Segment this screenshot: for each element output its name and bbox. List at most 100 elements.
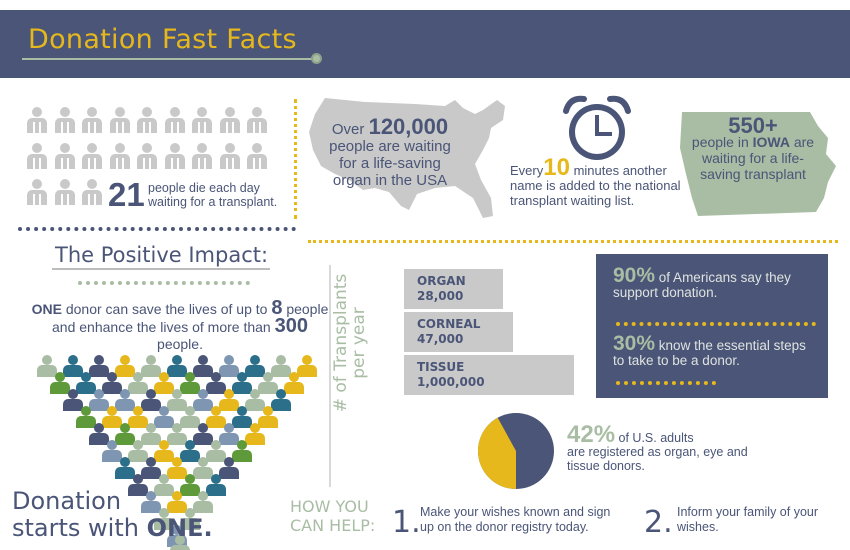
bar-label-organ: ORGAN 28,000 — [417, 274, 466, 304]
person-icon — [191, 143, 213, 169]
crowd-person-icon — [167, 389, 187, 411]
crowd-person-icon — [232, 372, 252, 394]
know-text: know the essential steps to take to be a… — [613, 338, 806, 368]
crowd-person-icon — [193, 389, 213, 411]
crowd-person-icon — [271, 389, 291, 411]
step-1-number: 1. — [392, 505, 421, 540]
registered-text1: of U.S. adults — [618, 431, 694, 445]
step-2-number: 2. — [644, 505, 673, 540]
crowd-person-icon — [271, 355, 291, 377]
clock-prefix: Every — [510, 163, 544, 178]
person-icon — [81, 143, 103, 169]
crowd-person-icon — [167, 355, 187, 377]
person-icon — [26, 143, 48, 169]
single-person-icon — [168, 535, 192, 550]
crowd-person-icon — [245, 423, 265, 445]
clock-number: 10 — [543, 154, 570, 181]
crowd-person-icon — [102, 372, 122, 394]
iowa-text: 550+ people in IOWA are waiting for a li… — [688, 113, 818, 183]
crowd-person-icon — [193, 457, 213, 479]
bar-label-tissue: TISSUE 1,000,000 — [417, 360, 485, 390]
title-underline-dot — [311, 53, 322, 64]
crowd-person-icon — [219, 457, 239, 479]
crowd-person-icon — [180, 406, 200, 428]
crowd-person-icon — [128, 406, 148, 428]
iowa-number: 550+ — [728, 113, 778, 138]
iowa-line1: people in — [691, 134, 749, 150]
crowd-person-icon — [37, 355, 57, 377]
clock-text: Every10 minutes another name is added to… — [510, 156, 685, 209]
waiting-usa-prefix: Over — [331, 121, 365, 138]
registered-text2: are registered as organ, eye and tissue … — [567, 445, 748, 473]
crowd-person-icon — [193, 355, 213, 377]
crowd-person-icon — [63, 389, 83, 411]
bar-category: CORNEAL — [417, 317, 481, 331]
bar-value: 1,000,000 — [417, 375, 485, 389]
iowa-line2: are waiting for a life-saving transplant — [700, 134, 815, 182]
impact-one: ONE — [31, 301, 62, 317]
person-icon — [26, 179, 48, 205]
title-underline — [22, 58, 314, 60]
crowd-person-icon — [141, 457, 161, 479]
crowd-person-icon — [89, 355, 109, 377]
person-icon — [219, 143, 241, 169]
crowd-person-icon — [141, 423, 161, 445]
iowa-state: IOWA — [752, 134, 790, 150]
person-icon — [136, 107, 158, 133]
support-stats-box — [596, 254, 828, 398]
usa-map-icon — [309, 98, 505, 218]
crowd-person-icon — [180, 508, 200, 530]
crowd-person-icon — [193, 491, 213, 513]
impact-text: ONE donor can save the lives of up to 8 … — [30, 298, 330, 353]
crowd-person-icon — [180, 372, 200, 394]
crowd-person-icon — [128, 372, 148, 394]
know-stat: 30% know the essential steps to take to … — [613, 333, 818, 368]
crowd-person-icon — [115, 355, 135, 377]
support-text: of Americans say they support donation. — [613, 270, 791, 300]
person-icon — [54, 107, 76, 133]
bar-corneal — [404, 312, 513, 352]
crowd-person-icon — [76, 372, 96, 394]
donation-one: ONE. — [146, 514, 213, 542]
person-icon — [81, 107, 103, 133]
chart-axis-line — [329, 265, 331, 487]
donation-line2: starts with — [12, 514, 139, 542]
crowd-person-icon — [219, 423, 239, 445]
crowd-person-icon — [180, 440, 200, 462]
crowd-person-icon — [89, 423, 109, 445]
person-icon — [164, 107, 186, 133]
deaths-text: people die each day waiting for a transp… — [148, 181, 278, 209]
crowd-person-icon — [297, 355, 317, 377]
crowd-triangle-icon — [30, 355, 330, 550]
crowd-person-icon — [245, 355, 265, 377]
crowd-person-icon — [102, 440, 122, 462]
crowd-person-icon — [63, 355, 83, 377]
crowd-person-icon — [206, 372, 226, 394]
support-pct: 90% — [613, 264, 656, 287]
person-icon — [246, 107, 268, 133]
registered-text: 42% of U.S. adults are registered as org… — [567, 423, 757, 474]
donation-starts-text: Donation starts with ONE. — [12, 488, 213, 542]
help-label2: CAN HELP: — [290, 516, 376, 535]
bar-label-corneal: CORNEAL 47,000 — [417, 317, 480, 347]
crowd-person-icon — [206, 474, 226, 496]
impact-three-hundred: 300 — [274, 315, 308, 337]
stats-dots-1 — [616, 322, 816, 326]
crowd-person-icon — [232, 440, 252, 462]
step-2-text: Inform your family of your wishes. — [677, 505, 819, 534]
crowd-person-icon — [128, 474, 148, 496]
header-banner — [0, 10, 850, 78]
crowd-person-icon — [284, 372, 304, 394]
crowd-person-icon — [154, 508, 174, 530]
bar-organ — [404, 269, 503, 309]
person-icon — [191, 107, 213, 133]
crowd-person-icon — [50, 372, 70, 394]
waiting-usa-number: 120,000 — [368, 114, 449, 139]
crowd-person-icon — [141, 355, 161, 377]
crowd-person-icon — [219, 389, 239, 411]
person-icon — [219, 107, 241, 133]
bar-category: TISSUE — [417, 360, 465, 374]
waiting-usa-text: Over 120,000 people are waiting for a li… — [320, 116, 460, 190]
person-icon — [26, 107, 48, 133]
crowd-person-icon — [128, 440, 148, 462]
